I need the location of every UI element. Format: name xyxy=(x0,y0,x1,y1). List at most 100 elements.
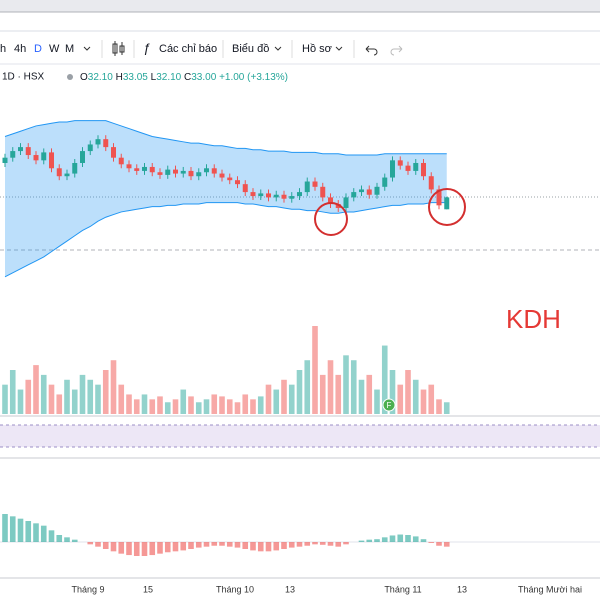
dropdown-arrow[interactable] xyxy=(335,46,343,51)
candle-body xyxy=(289,196,295,199)
interval-button[interactable]: W xyxy=(49,43,60,55)
macd-hist-bar xyxy=(118,542,125,554)
time-label: Tháng 10 xyxy=(216,584,254,594)
candle-body xyxy=(33,155,39,161)
volume-bar xyxy=(250,399,256,414)
macd-hist-bar xyxy=(9,516,16,542)
volume-bar xyxy=(33,365,39,414)
volume-bar xyxy=(118,384,125,414)
highlight-circle xyxy=(428,188,466,226)
interval-button[interactable]: D xyxy=(34,43,42,55)
change-value: +1.00 (+3.13%) xyxy=(219,72,288,83)
dropdown-arrow[interactable] xyxy=(83,46,91,51)
macd-hist-bar xyxy=(288,542,295,548)
candle-body xyxy=(242,184,248,193)
interval-button[interactable]: M xyxy=(65,43,74,55)
candle-body xyxy=(281,194,287,199)
macd-hist-bar xyxy=(281,542,287,549)
candle-body xyxy=(444,197,450,210)
candle-body xyxy=(72,162,78,174)
bollinger-upper xyxy=(4,120,447,156)
candle-body xyxy=(188,170,194,177)
volume-bar xyxy=(420,389,427,414)
interval-button[interactable]: 4h xyxy=(14,43,26,55)
macd-hist-bar xyxy=(56,535,63,542)
candle-body xyxy=(173,169,178,174)
bollinger-area xyxy=(5,120,447,277)
close-key: C xyxy=(184,72,191,83)
macd-hist-bar xyxy=(195,542,202,548)
volume-bar xyxy=(102,370,109,414)
close-value: 33.00 xyxy=(191,72,216,83)
candle-body xyxy=(335,204,341,208)
candle-body xyxy=(235,180,240,185)
volume-bar xyxy=(2,384,8,414)
candle-body xyxy=(343,197,349,208)
volume-bar xyxy=(389,370,396,414)
highlight-circle xyxy=(314,202,348,236)
volume-bar xyxy=(358,379,365,414)
volume-bar xyxy=(40,374,47,414)
bollinger-lower xyxy=(4,202,447,278)
candle-body xyxy=(374,186,380,195)
volume-bar xyxy=(141,394,148,414)
indicator-icon[interactable]: ƒ xyxy=(143,40,150,55)
macd-hist-bar xyxy=(126,542,132,556)
macd-hist-bar xyxy=(2,514,8,542)
candle-body xyxy=(405,165,411,171)
candle-body xyxy=(25,147,31,156)
candle-body xyxy=(328,197,333,204)
profile-menu[interactable]: Hồ sơ xyxy=(302,43,332,55)
candle-body xyxy=(149,166,155,173)
chart-menu[interactable]: Biểu đồ xyxy=(232,43,269,55)
volume-bar xyxy=(374,389,380,414)
volume-pane xyxy=(2,326,450,414)
volume-bar xyxy=(48,384,55,414)
volume-bar xyxy=(443,402,450,414)
candle-body xyxy=(18,147,23,152)
event-marker[interactable] xyxy=(382,398,396,412)
volume-bar xyxy=(312,326,318,414)
indicators-button[interactable]: Các chỉ báo xyxy=(159,43,217,55)
macd-pane xyxy=(2,514,450,556)
ohlc-line: O32.10 H33.05 L32.10 C33.00 +1.00 (+3.13… xyxy=(80,72,288,83)
macd-hist-bar xyxy=(188,542,194,549)
redo-button[interactable] xyxy=(390,45,403,56)
macd-hist-bar xyxy=(172,542,179,552)
macd-hist-bar xyxy=(312,542,318,545)
candle-body xyxy=(2,157,8,163)
event-marker-label: F xyxy=(387,401,392,410)
rsi-band xyxy=(0,425,600,447)
candle-body xyxy=(351,192,357,198)
macd-hist-bar xyxy=(374,539,380,542)
candle-body xyxy=(390,160,395,178)
macd-hist-bar xyxy=(64,537,70,542)
macd-hist-bar xyxy=(141,542,148,556)
interval-button[interactable]: h xyxy=(0,43,6,55)
volume-bar xyxy=(126,394,132,414)
macd-hist-bar xyxy=(366,539,373,542)
volume-bar xyxy=(195,402,202,414)
macd-hist-bar xyxy=(397,534,404,542)
candle-body xyxy=(95,139,101,145)
volume-bar xyxy=(288,384,295,414)
undo-button[interactable] xyxy=(365,45,378,56)
macd-hist-bar xyxy=(319,542,326,545)
candle-body xyxy=(118,157,124,165)
volume-bar xyxy=(110,360,117,414)
macd-hist-bar xyxy=(219,542,225,546)
volume-bar xyxy=(381,345,388,414)
candle-body xyxy=(196,172,202,177)
time-axis: Tháng 9 15 Tháng 10 13 Tháng 11 13 Tháng Mười … xyxy=(71,584,582,594)
volume-bar xyxy=(405,370,411,414)
time-label: 13 xyxy=(285,584,295,594)
candle-body xyxy=(359,189,364,193)
candle-body xyxy=(80,151,85,163)
chart-type-icon[interactable] xyxy=(112,41,125,56)
macd-hist-bar xyxy=(257,542,264,552)
macd-hist-bar xyxy=(428,542,435,543)
dropdown-arrow[interactable] xyxy=(274,46,282,51)
toolbar-gap xyxy=(0,30,600,32)
volume-bar xyxy=(343,355,349,414)
